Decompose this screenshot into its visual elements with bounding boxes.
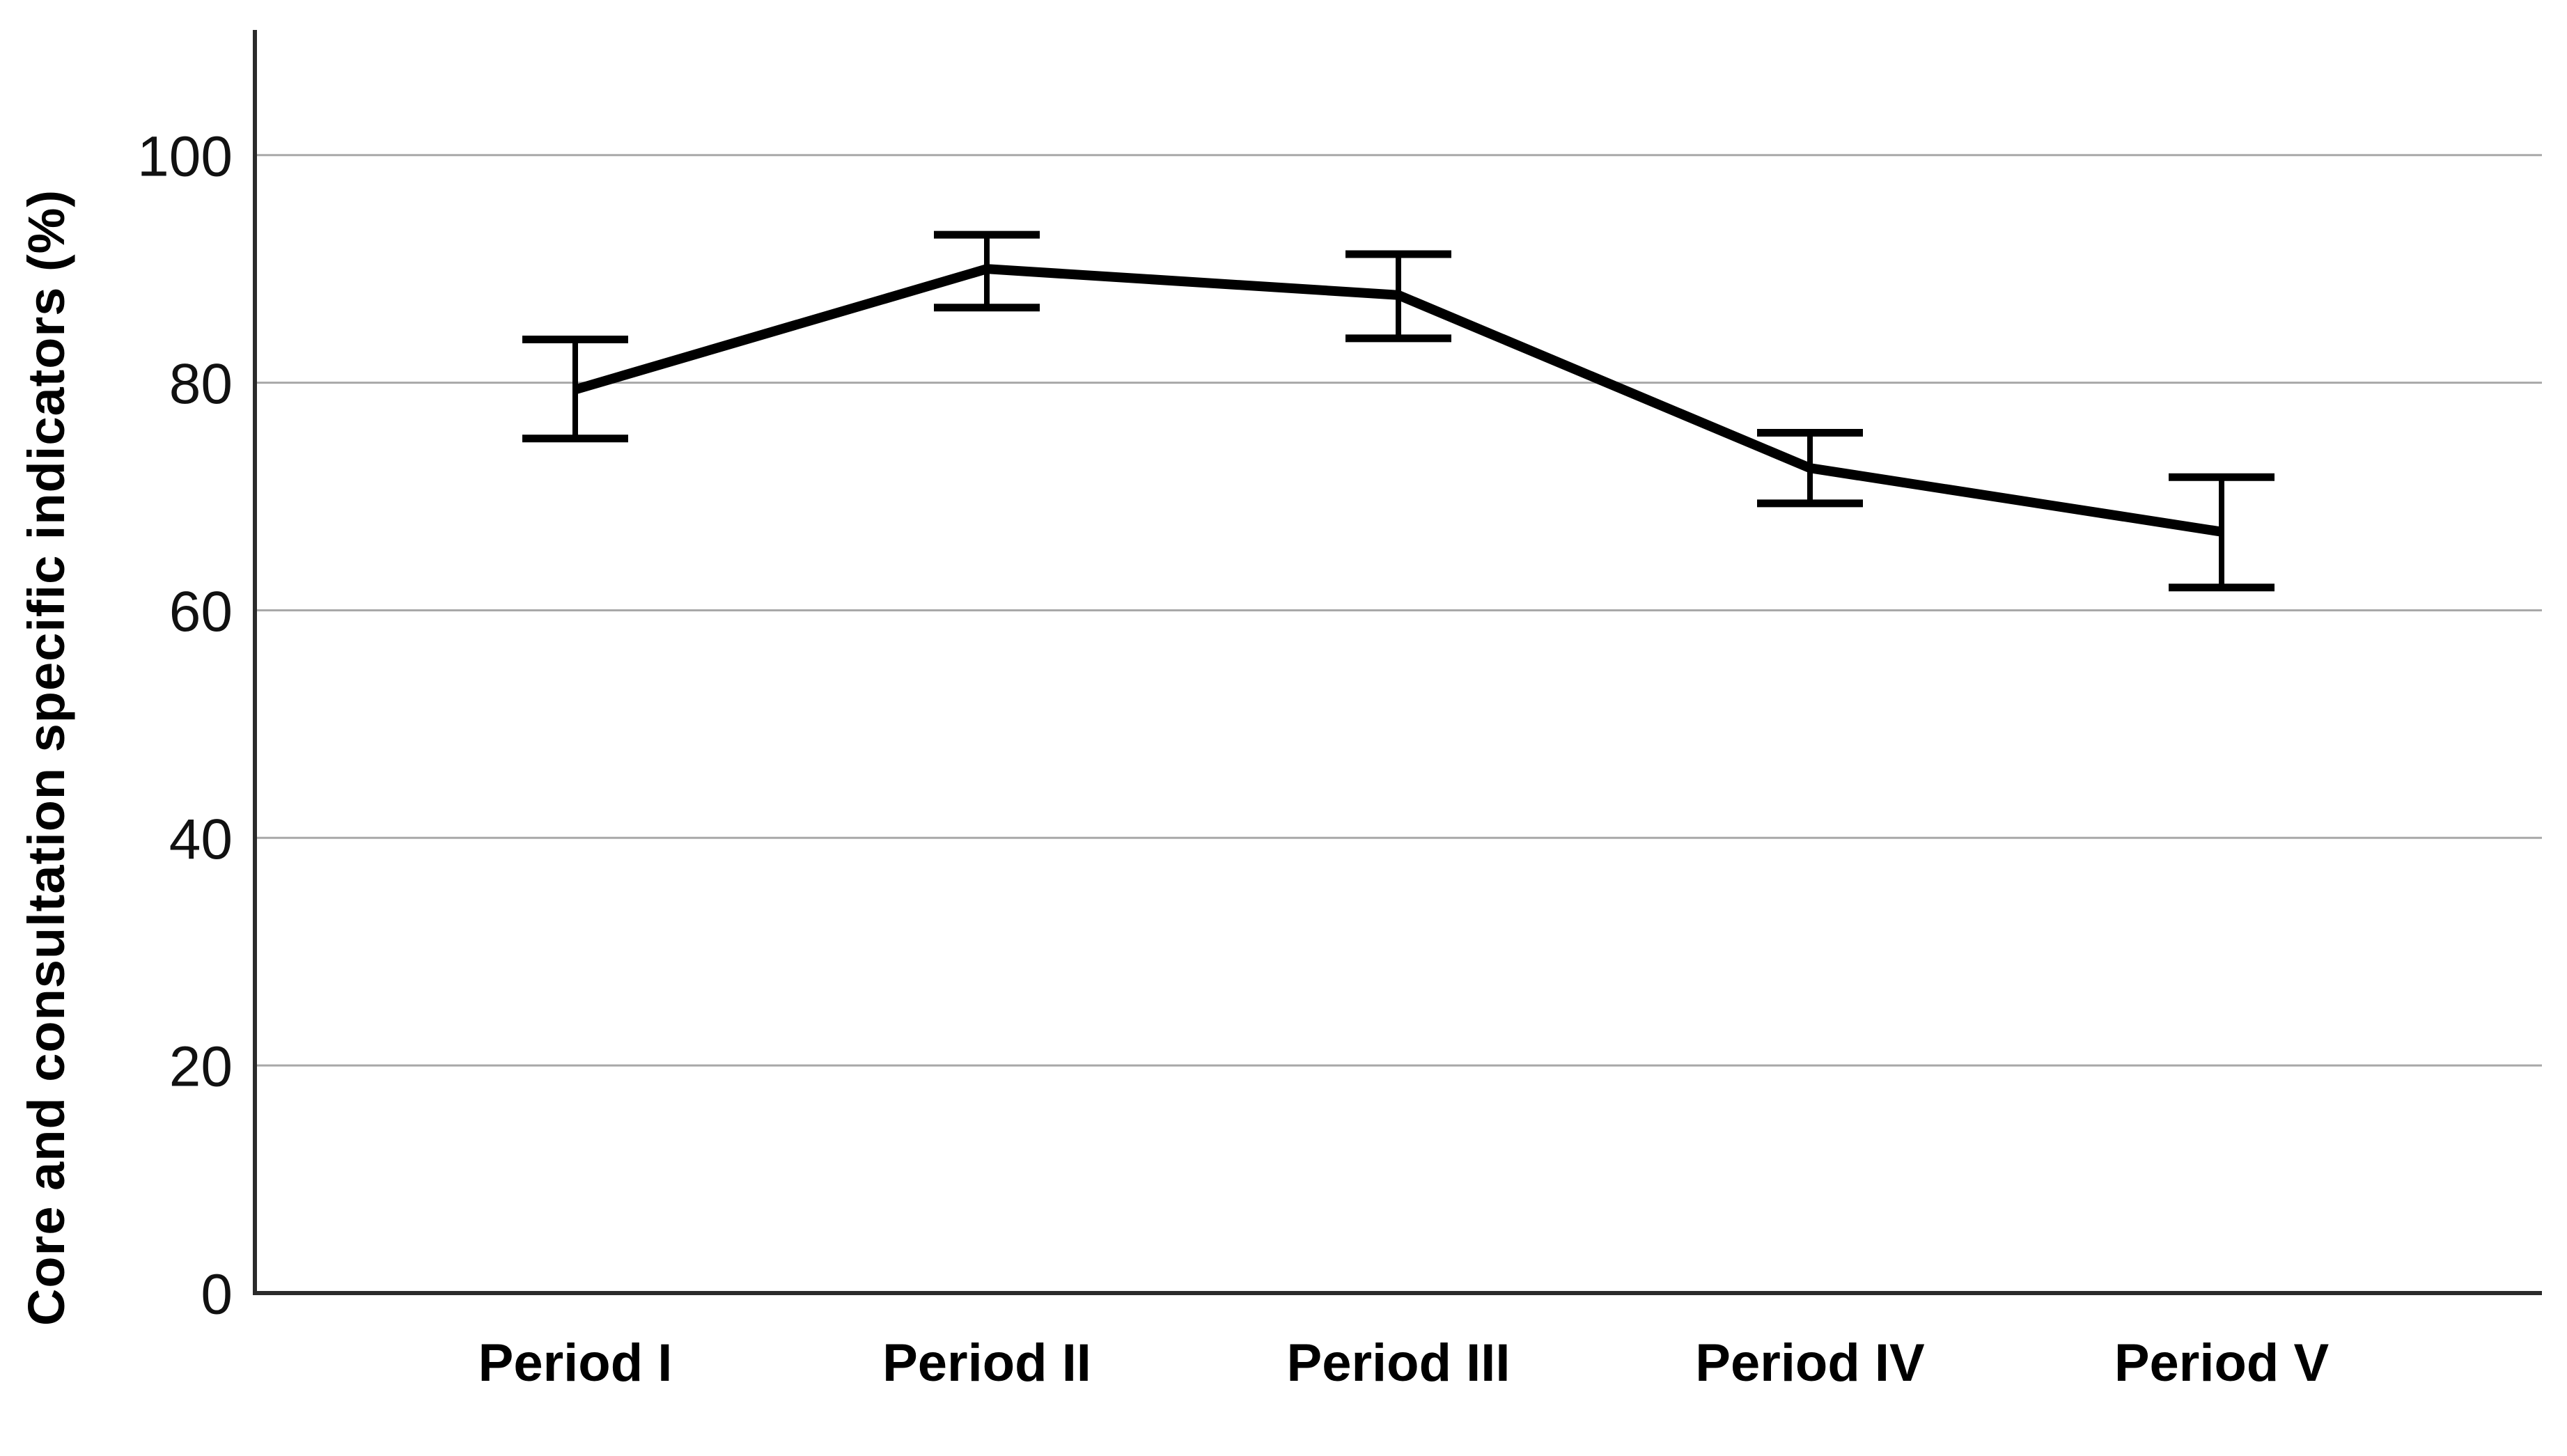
y-tick-label-0: 0	[201, 1263, 233, 1326]
x-category-label-3: Period III	[1287, 1333, 1511, 1393]
y-tick-label-100: 100	[137, 125, 233, 188]
y-tick-label-40: 40	[169, 808, 233, 871]
y-tick-label-60: 60	[169, 580, 233, 643]
x-category-label-2: Period II	[882, 1333, 1091, 1393]
data-line-layer	[574, 264, 2223, 537]
x-category-label-5: Period V	[2114, 1333, 2330, 1393]
x-category-label-1: Period I	[478, 1333, 673, 1393]
axes-layer	[253, 30, 2542, 1295]
gridlines-layer	[255, 154, 2542, 1067]
x-category-label-4: Period IV	[1695, 1333, 1925, 1393]
y-tick-label-80: 80	[169, 352, 233, 416]
y-tick-label-20: 20	[169, 1035, 233, 1099]
error-bar-5	[2169, 473, 2275, 592]
tick-labels-layer: 0 20 40 60 80 100 Period I Period II Period III P…	[137, 125, 2329, 1393]
error-bars-layer	[522, 230, 2275, 592]
data-line	[574, 264, 2223, 537]
y-axis-title: Core and consultation specific indicator…	[17, 189, 75, 1326]
